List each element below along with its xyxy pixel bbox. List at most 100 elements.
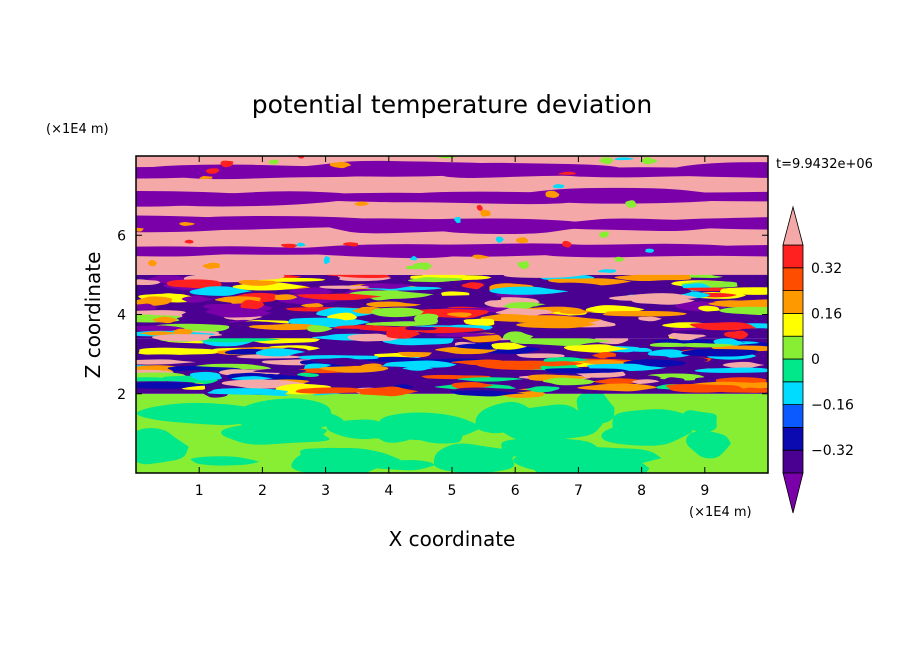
chart-title: potential temperature deviation <box>252 90 652 119</box>
field-streak <box>320 365 389 373</box>
colorbar-segment <box>782 381 804 405</box>
x-tick-label: 4 <box>384 483 393 499</box>
field-streak <box>510 336 613 347</box>
field-speck <box>184 239 194 244</box>
field-streak <box>665 383 743 393</box>
colorbar-label: −0.32 <box>811 443 854 459</box>
time-label: t=9.9432e+06 <box>776 157 873 172</box>
field-streak <box>319 285 370 289</box>
field-speck <box>342 242 359 247</box>
field-speck <box>495 236 504 243</box>
field-streak <box>577 383 659 392</box>
field-streak <box>516 319 597 329</box>
field-streak <box>238 279 279 286</box>
field-streak <box>297 293 382 301</box>
field-speck <box>599 231 610 238</box>
field-streak <box>605 355 670 360</box>
field-streak <box>489 286 569 295</box>
field-streak <box>698 305 720 312</box>
field-streak <box>463 318 495 327</box>
field-streak <box>152 316 178 324</box>
field-patch <box>326 419 387 440</box>
field-streak <box>435 332 500 337</box>
x-unit-label: (×1E4 m) <box>689 505 752 520</box>
x-tick-label: 7 <box>574 483 583 499</box>
field-streak <box>288 317 347 326</box>
field-speck <box>199 176 213 179</box>
field-speck <box>220 160 234 168</box>
field-streak <box>491 342 528 350</box>
field-streak <box>647 349 694 358</box>
field-band <box>381 218 597 235</box>
colorbar-label: −0.16 <box>811 398 854 414</box>
field-speck <box>268 159 279 165</box>
x-tick-label: 8 <box>637 483 646 499</box>
colorbar-label: 0.16 <box>811 306 842 322</box>
colorbar-segment <box>782 267 804 291</box>
field-band <box>613 191 768 202</box>
field-patch <box>414 426 463 444</box>
field-streak <box>632 379 660 384</box>
field-patch <box>136 428 189 465</box>
field-streak <box>541 282 607 293</box>
y-tick-label: 2 <box>117 387 126 403</box>
field-speck <box>280 243 298 249</box>
field-streak <box>719 306 768 315</box>
y-axis: 2 4 6 <box>117 228 768 403</box>
field-streak <box>450 390 525 397</box>
field-streak <box>359 386 419 397</box>
field-streak <box>638 316 662 322</box>
field-streak <box>454 342 504 350</box>
colorbar-segment <box>782 290 804 314</box>
field-speck <box>202 262 220 269</box>
field-speck <box>472 254 490 259</box>
field-streak <box>408 277 463 282</box>
colorbar-extend-max <box>782 205 804 246</box>
field-speck <box>329 161 352 169</box>
field-speck <box>545 190 560 198</box>
field-streak <box>289 287 334 296</box>
field-speck <box>205 168 220 174</box>
colorbar-segment <box>782 426 804 451</box>
field-streak <box>386 329 420 339</box>
layer-turbulent <box>136 334 768 398</box>
x-tick-label: 3 <box>321 483 330 499</box>
y-axis-label: Z coordinate <box>81 252 105 379</box>
field-streak <box>424 295 502 302</box>
field-speck <box>476 204 483 211</box>
field-streak <box>681 348 759 357</box>
x-tick-label: 1 <box>195 483 204 499</box>
y-unit-label: (×1E4 m) <box>46 122 109 137</box>
field-streak <box>542 377 595 386</box>
field-streak <box>295 387 377 394</box>
field-streak <box>516 353 565 359</box>
field-streak <box>447 312 472 318</box>
field-streak <box>723 330 749 340</box>
field-streak <box>136 342 178 349</box>
field-streak <box>645 373 705 381</box>
field-speck <box>179 222 196 226</box>
field-streak <box>296 372 320 377</box>
layer-turbulent <box>136 271 768 343</box>
y-tick-label: 6 <box>117 228 126 244</box>
field-patch <box>601 416 693 446</box>
field-streak <box>540 361 584 367</box>
field-streak <box>382 337 454 346</box>
field-streak <box>682 287 725 292</box>
field-streak <box>525 386 560 393</box>
field-streak <box>181 295 213 303</box>
field-streak <box>136 354 202 359</box>
field-streak <box>502 331 534 341</box>
field-band <box>141 191 358 207</box>
field-streak <box>166 279 222 289</box>
field-streak <box>307 325 333 333</box>
field-streak <box>739 387 768 392</box>
field-speck <box>614 256 626 262</box>
field-patch <box>136 402 275 426</box>
field-speck <box>598 269 617 273</box>
field-streak <box>559 309 595 315</box>
colorbar-label: 0 <box>811 352 820 368</box>
x-tick-label: 5 <box>448 483 457 499</box>
field-streak <box>136 325 186 332</box>
field-streak <box>722 361 765 369</box>
